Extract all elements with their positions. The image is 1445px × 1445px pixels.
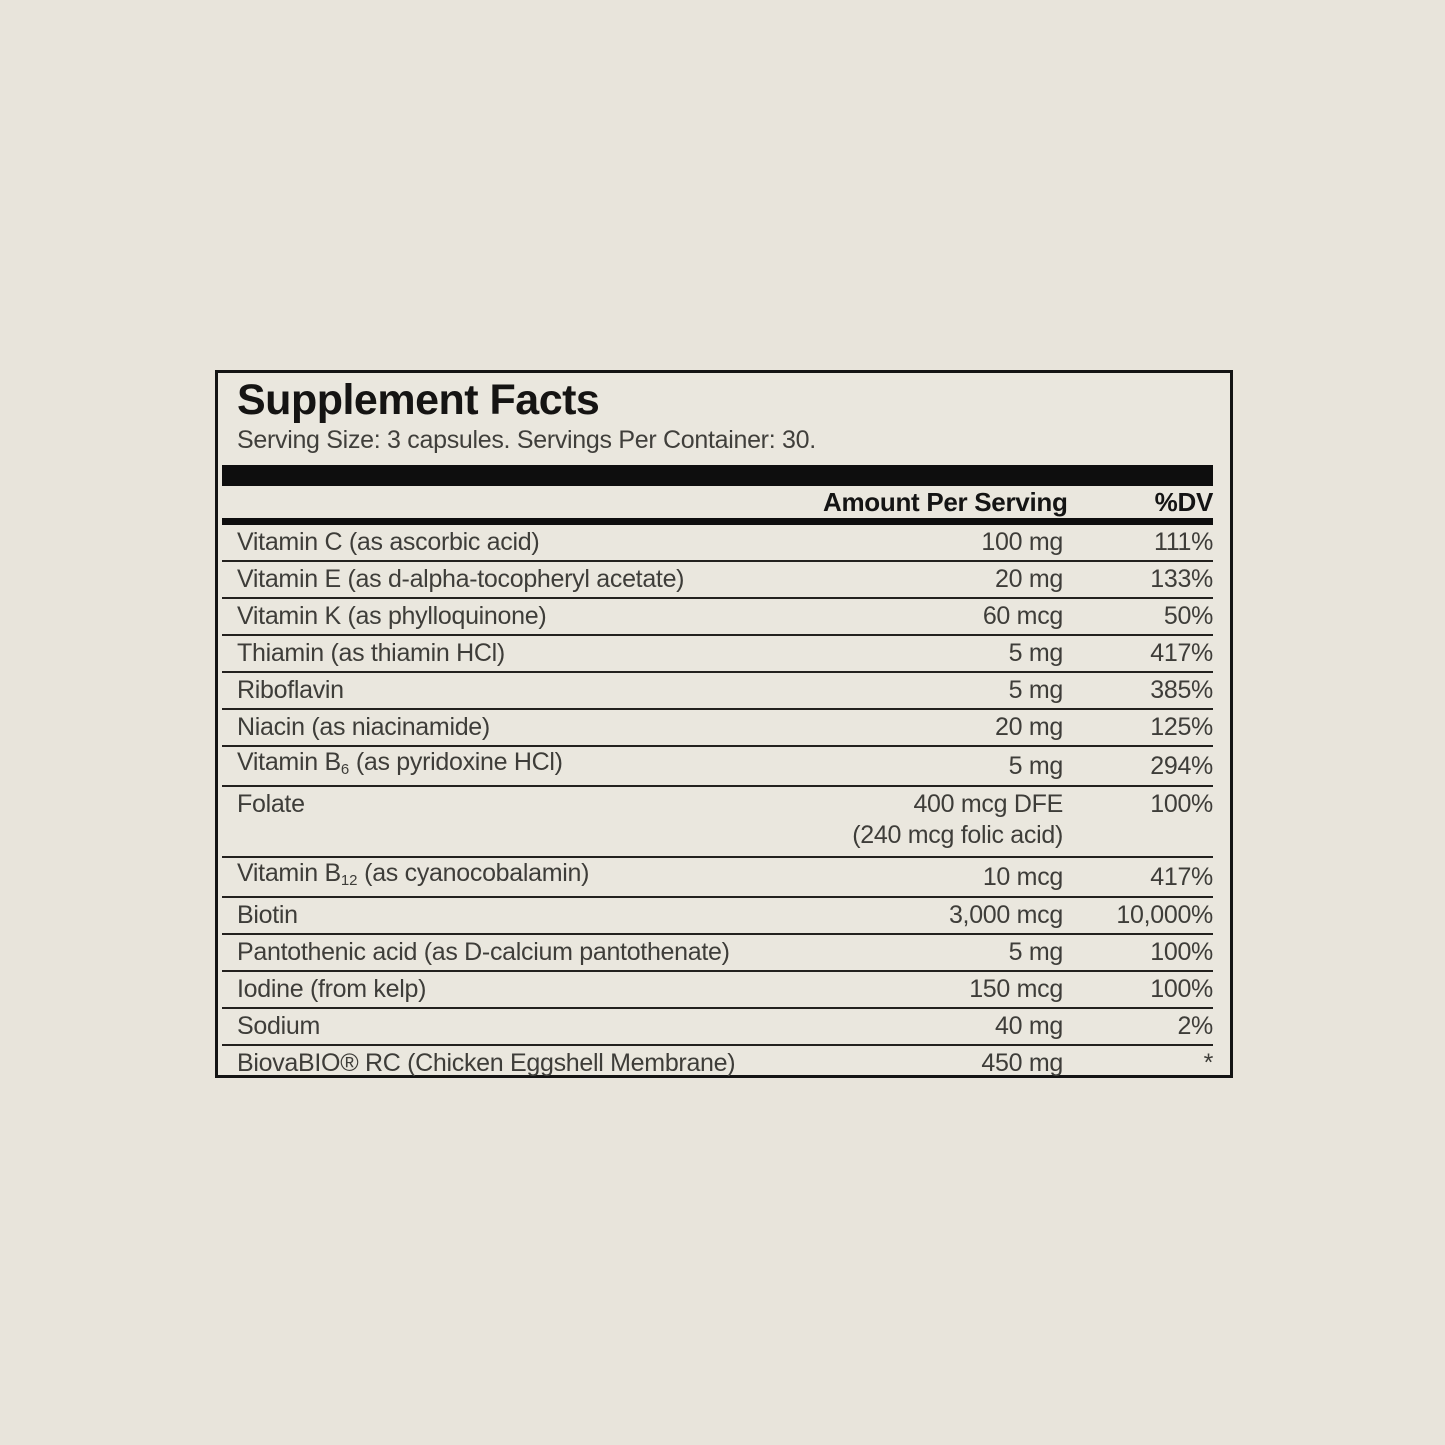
nutrient-dv: 133% (1150, 565, 1213, 593)
nutrient-amount: 3,000 mcg (948, 901, 1063, 929)
nutrient-name-subscript: 12 (340, 872, 358, 889)
nutrient-dv: 417% (1150, 639, 1213, 667)
nutrient-amount: 400 mcg DFE (240 mcg folic acid) (823, 789, 1063, 851)
table-row: Vitamin B12 (as cyanocobalamin) 10 mcg 417… (222, 856, 1213, 896)
nutrient-dv: 100% (1150, 938, 1213, 966)
nutrient-amount: 100 mg (981, 528, 1063, 556)
nutrient-name: Vitamin E (as d-alpha-tocopheryl acetate… (237, 565, 685, 593)
table-row: Vitamin K (as phylloquinone) 60 mcg 50% (222, 597, 1213, 634)
label-content: Supplement Facts Serving Size: 3 capsule… (218, 377, 1230, 1081)
nutrient-name: Folate (237, 790, 305, 818)
facts-rows: Vitamin C (as ascorbic acid) 100 mg 111% Vi… (222, 525, 1213, 1081)
nutrient-name: Pantothenic acid (as D-calcium pantothen… (237, 938, 730, 966)
nutrient-amount: 150 mcg (969, 975, 1063, 1003)
column-headers: Amount Per Serving %DV (222, 486, 1213, 518)
nutrient-name: Vitamin B12 (as cyanocobalamin) (237, 859, 590, 889)
nutrient-dv: 125% (1150, 713, 1213, 741)
nutrient-name: Riboflavin (237, 676, 344, 704)
table-row: Pantothenic acid (as D-calcium pantothen… (222, 933, 1213, 970)
nutrient-dv: 294% (1150, 751, 1213, 780)
table-row: Sodium 40 mg 2% (222, 1007, 1213, 1044)
table-row: Iodine (from kelp) 150 mcg 100% (222, 970, 1213, 1007)
nutrient-dv: 10,000% (1116, 901, 1213, 929)
nutrient-dv: 100% (1150, 790, 1213, 818)
nutrient-amount: 60 mcg (982, 602, 1063, 630)
nutrient-amount-secondary: (240 mcg folic acid) (852, 821, 1063, 849)
nutrient-amount: 5 mg (1008, 751, 1064, 780)
nutrient-dv: 417% (1150, 862, 1213, 891)
nutrient-amount: 40 mg (995, 1012, 1063, 1040)
nutrient-amount: 5 mg (1008, 938, 1064, 966)
nutrient-dv: 385% (1150, 676, 1213, 704)
nutrient-name: BiovaBIO® RC (Chicken Eggshell Membrane) (237, 1049, 736, 1077)
table-row: BiovaBIO® RC (Chicken Eggshell Membrane)… (222, 1044, 1213, 1081)
column-header-amount: Amount Per Serving (823, 486, 1068, 517)
serving-info: Serving Size: 3 capsules. Servings Per C… (237, 426, 816, 454)
nutrient-dv: * (1203, 1049, 1214, 1077)
table-row: Vitamin B6 (as pyridoxine HCl) 5 mg 294% (222, 745, 1213, 785)
table-row: Riboflavin 5 mg 385% (222, 671, 1213, 708)
nutrient-name-subscript: 6 (340, 761, 350, 778)
header-thick-rule (222, 518, 1213, 525)
nutrient-dv: 50% (1163, 602, 1213, 630)
nutrient-amount: 20 mg (995, 713, 1063, 741)
column-header-dv: %DV (1154, 486, 1214, 517)
nutrient-name: Vitamin B6 (as pyridoxine HCl) (237, 748, 563, 778)
table-row: Vitamin C (as ascorbic acid) 100 mg 111% (222, 525, 1213, 560)
supplement-facts-label: Supplement Facts Serving Size: 3 capsule… (215, 370, 1233, 1078)
nutrient-dv: 100% (1150, 975, 1213, 1003)
nutrient-name: Iodine (from kelp) (237, 975, 427, 1003)
table-row: Vitamin E (as d-alpha-tocopheryl acetate… (222, 560, 1213, 597)
nutrient-amount: 450 mg (981, 1049, 1063, 1077)
nutrient-dv: 2% (1177, 1012, 1213, 1040)
facts-title: Supplement Facts (237, 376, 600, 424)
header-divider-bar (222, 465, 1213, 486)
table-row: Biotin 3,000 mcg 10,000% (222, 896, 1213, 933)
nutrient-name: Biotin (237, 901, 298, 929)
nutrient-name: Vitamin K (as phylloquinone) (237, 602, 547, 630)
nutrient-amount: 20 mg (995, 565, 1063, 593)
nutrient-name: Thiamin (as thiamin HCl) (237, 639, 505, 667)
nutrient-name: Niacin (as niacinamide) (237, 713, 490, 741)
nutrient-amount: 5 mg (1008, 639, 1064, 667)
table-row: Thiamin (as thiamin HCl) 5 mg 417% (222, 634, 1213, 671)
table-row: Niacin (as niacinamide) 20 mg 125% (222, 708, 1213, 745)
nutrient-amount: 5 mg (1008, 676, 1064, 704)
nutrient-amount: 10 mcg (982, 862, 1063, 891)
nutrient-dv: 111% (1153, 528, 1213, 556)
table-row: Folate 400 mcg DFE (240 mcg folic acid) 100… (222, 785, 1213, 856)
nutrient-name: Vitamin C (as ascorbic acid) (237, 528, 540, 556)
nutrient-name: Sodium (237, 1012, 320, 1040)
